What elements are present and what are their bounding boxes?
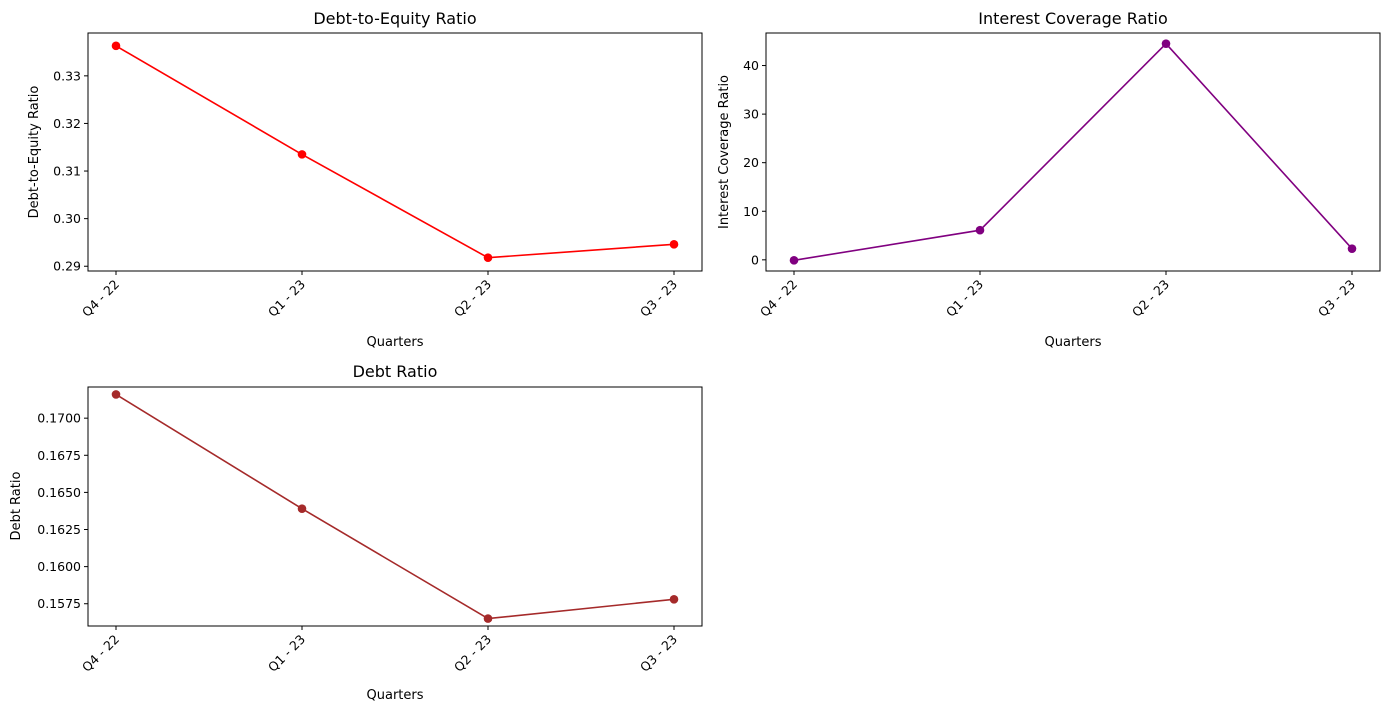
x-tick-label: Q2 - 23 (1129, 277, 1172, 320)
data-point (669, 240, 679, 249)
plot-frame (87, 386, 703, 627)
y-tick-label: 0.1675 (37, 448, 81, 463)
y-tick-label: 0.1625 (37, 522, 81, 537)
y-tick-label: 30 (743, 107, 759, 122)
data-point (1347, 244, 1357, 253)
y-tick-label: 0.1575 (37, 596, 81, 611)
y-tick-label: 0.1600 (37, 559, 81, 574)
x-axis-label: Quarters (367, 688, 424, 703)
data-point (111, 390, 121, 399)
x-tick-label: Q1 - 23 (265, 277, 308, 320)
y-tick-label: 10 (743, 204, 759, 219)
y-tick-label: 0 (751, 252, 759, 267)
x-tick-label: Q4 - 22 (79, 632, 122, 675)
x-tick-label: Q2 - 23 (451, 632, 494, 675)
y-axis-label: Debt Ratio (9, 472, 24, 541)
y-tick-label: 0.33 (53, 68, 81, 83)
data-point (975, 225, 985, 235)
data-point (483, 253, 493, 262)
x-tick-label: Q4 - 22 (757, 277, 800, 320)
plot-frame (87, 32, 703, 272)
x-tick-label: Q3 - 23 (637, 277, 680, 320)
chart-debt-ratio: Debt Ratio Debt Ratio Quarters 0.1575 0.1… (9, 362, 703, 703)
x-tick-label: Q3 - 23 (1315, 277, 1358, 320)
data-point (111, 41, 121, 51)
series-line (115, 45, 675, 259)
chart-title: Debt Ratio (353, 362, 438, 381)
chart-debt-to-equity: Debt-to-Equity Ratio Debt-to-Equity Rati… (27, 9, 703, 350)
data-point (297, 150, 307, 159)
x-axis-label: Quarters (367, 335, 424, 350)
data-point (483, 614, 493, 623)
series-line (115, 393, 675, 620)
data-point (789, 256, 799, 265)
y-tick-label: 0.1700 (37, 411, 81, 426)
x-tick-label: Q1 - 23 (943, 277, 986, 320)
x-tick-label: Q4 - 22 (79, 277, 122, 320)
x-tick-label: Q1 - 23 (265, 632, 308, 675)
y-axis-label: Debt-to-Equity Ratio (27, 86, 42, 219)
y-axis-label: Interest Coverage Ratio (717, 75, 732, 229)
x-axis-label: Quarters (1045, 335, 1102, 350)
data-point (669, 594, 679, 604)
plot-frame (765, 32, 1381, 272)
y-tick-label: 0.31 (53, 164, 81, 179)
series-line (793, 42, 1353, 262)
y-tick-label: 40 (743, 58, 759, 73)
y-tick-label: 20 (743, 155, 759, 170)
chart-title: Debt-to-Equity Ratio (313, 9, 476, 28)
y-tick-label: 0.32 (53, 116, 81, 131)
data-point (1161, 39, 1171, 48)
chart-interest-coverage: Interest Coverage Ratio Interest Coverag… (717, 9, 1381, 350)
data-point (297, 504, 307, 514)
chart-title: Interest Coverage Ratio (978, 9, 1168, 28)
y-tick-label: 0.29 (53, 259, 81, 274)
y-tick-label: 0.1650 (37, 485, 81, 500)
x-tick-label: Q3 - 23 (637, 632, 680, 675)
y-tick-label: 0.30 (53, 211, 81, 226)
x-tick-label: Q2 - 23 (451, 277, 494, 320)
